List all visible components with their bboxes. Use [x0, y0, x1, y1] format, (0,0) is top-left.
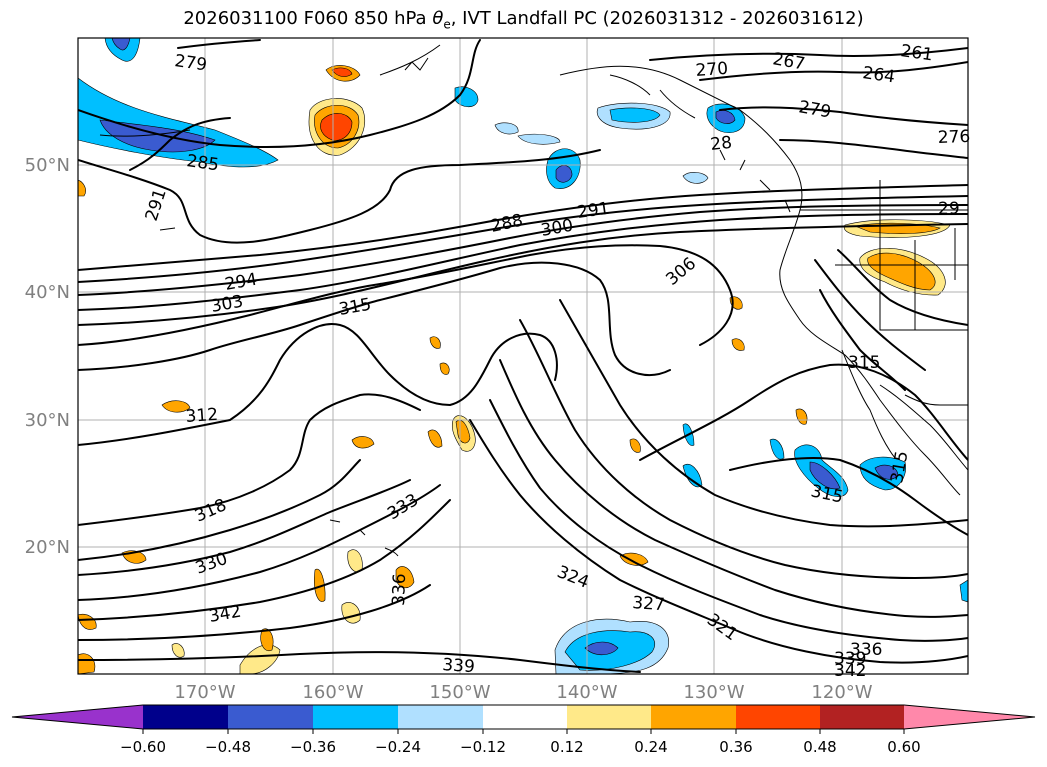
colorbar-tick-label: 0.60	[887, 738, 920, 756]
negative-shading	[111, 38, 131, 51]
negative-shading	[555, 165, 573, 183]
positive-shading	[429, 336, 441, 349]
colorbar-tick-label: 0.48	[803, 738, 836, 756]
contour-label: 276	[937, 127, 970, 148]
positive-shading	[731, 338, 745, 351]
theta-symbol: θ	[432, 8, 444, 29]
longitude-labels: 170°W 160°W 150°W 140°W 130°W 120°W	[174, 682, 872, 703]
negative-shading	[517, 133, 561, 145]
colorbar-segment	[398, 705, 483, 729]
lon-label-120w: 120°W	[811, 682, 872, 703]
colorbar: −0.60 −0.48 −0.36 −0.24 −0.12 0.12 0.24 …	[11, 704, 1036, 756]
positive-shading	[439, 362, 450, 375]
colorbar-segment	[736, 705, 820, 729]
contour-label: 270	[695, 59, 729, 81]
positive-shading	[260, 628, 274, 652]
theta-e-contours	[78, 39, 968, 673]
negative-shading	[874, 464, 899, 480]
colorbar-segment	[313, 705, 398, 729]
contour-label: 261	[899, 41, 934, 65]
colorbar-segment	[483, 705, 567, 729]
map-frame	[77, 37, 969, 675]
contour-label: 28	[709, 133, 733, 155]
colorbar-tick-label: −0.24	[375, 738, 421, 756]
negative-shading	[609, 107, 661, 123]
positive-shading	[867, 252, 936, 291]
positive-shading	[78, 179, 86, 197]
colorbar-extend-low	[12, 705, 143, 729]
lon-label-150w: 150°W	[429, 682, 490, 703]
theta-subscript: e	[443, 17, 451, 32]
title-prefix: 2026031100 F060 850 hPa	[183, 8, 433, 29]
contour-label: 342	[834, 661, 866, 681]
lon-label-140w: 140°W	[556, 682, 617, 703]
positive-shading	[78, 613, 97, 630]
map-panel: 279 270 267 264 261 285 279 276 28 291 2…	[77, 37, 971, 681]
contour-label: 336	[850, 640, 882, 660]
positive-shading	[395, 566, 415, 589]
lon-label-170w: 170°W	[174, 682, 235, 703]
positive-shading	[331, 67, 353, 77]
title-suffix: , IVT Landfall PC (2026031312 - 20260316…	[450, 8, 864, 29]
negative-shading	[959, 579, 968, 603]
negative-shading	[584, 641, 619, 656]
colorbar-tick-label: 0.12	[550, 738, 583, 756]
colorbar-segment	[228, 705, 313, 729]
contour-label: 336	[389, 573, 410, 606]
shading-layer	[78, 38, 968, 674]
lon-label-160w: 160°W	[302, 682, 363, 703]
colorbar-segment	[567, 705, 651, 729]
contour-label: 264	[861, 63, 896, 87]
positive-shading	[619, 552, 649, 566]
contour-label: 291	[576, 199, 611, 223]
positive-shading	[161, 400, 191, 413]
lon-label-130w: 130°W	[683, 682, 744, 703]
positive-shading	[171, 643, 185, 658]
colorbar-tick-label: 0.36	[719, 738, 752, 756]
contour-label: 339	[834, 649, 866, 669]
map-title: 2026031100 F060 850 hPa θe, IVT Landfall…	[0, 8, 1047, 32]
negative-shading	[99, 119, 216, 153]
positive-shading	[629, 438, 641, 453]
negative-shading	[809, 461, 841, 490]
negative-shading	[682, 464, 703, 488]
positive-shading	[320, 113, 353, 141]
colorbar-tick-label: 0.24	[634, 738, 667, 756]
lat-label-40n: 40°N	[25, 282, 70, 303]
negative-shading	[494, 122, 519, 135]
colorbar-tick-label: −0.48	[205, 738, 251, 756]
colorbar-segment	[651, 705, 736, 729]
contour-label: 315	[848, 353, 880, 373]
contour-label: 285	[185, 151, 220, 175]
colorbar-segment	[820, 705, 904, 729]
contour-label: 327	[632, 593, 666, 615]
negative-shading	[769, 438, 785, 460]
contour-label: 339	[442, 655, 476, 677]
colorbar-extend-high	[904, 705, 1035, 729]
latitude-labels: 50°N 40°N 30°N 20°N	[25, 155, 70, 558]
lat-label-50n: 50°N	[25, 155, 70, 176]
contour-label: 312	[185, 405, 219, 427]
colorbar-tick-label: −0.60	[120, 738, 166, 756]
negative-shading	[682, 172, 709, 184]
positive-shading	[427, 429, 443, 448]
colorbar-tick-label: −0.12	[460, 738, 506, 756]
colorbar-tick-label: −0.36	[290, 738, 336, 756]
colorbar-segment	[143, 705, 228, 729]
contour-label: 279	[173, 51, 208, 75]
lat-label-20n: 20°N	[25, 537, 70, 558]
contour-label: 29	[938, 199, 960, 219]
lat-label-30n: 30°N	[25, 410, 70, 431]
positive-shading	[351, 436, 375, 449]
